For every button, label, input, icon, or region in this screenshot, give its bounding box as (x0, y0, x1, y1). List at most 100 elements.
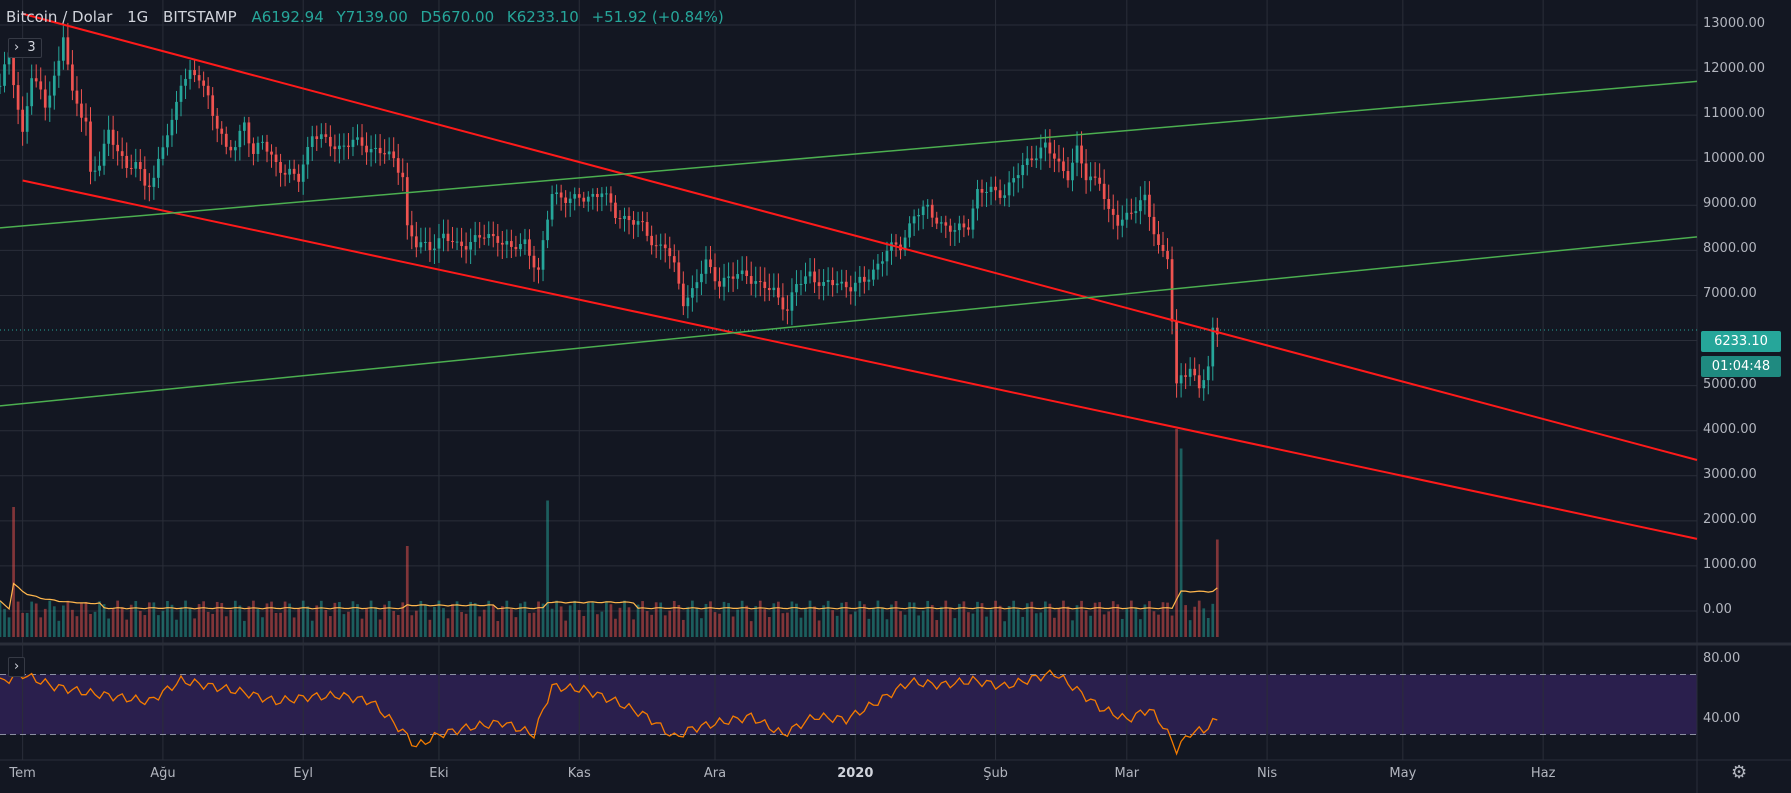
interval-label[interactable]: 1G (127, 8, 149, 26)
candle-body (908, 223, 911, 238)
candle-body (586, 196, 590, 202)
candle-body (433, 248, 436, 251)
candle-body (464, 246, 468, 250)
volume-bar (790, 601, 794, 637)
candle-body (419, 242, 423, 248)
candle-body (654, 245, 658, 247)
volume-bar (681, 619, 685, 637)
candle-body (301, 164, 305, 182)
volume-bar (727, 603, 730, 637)
time-axis-tick: Ağu (150, 766, 176, 781)
candle-body (460, 241, 463, 247)
volume-bar (473, 603, 477, 637)
candle-body (754, 281, 758, 284)
candle-body (686, 297, 690, 307)
volume-bar (7, 617, 11, 637)
candle-body (157, 158, 160, 178)
candle-body (700, 273, 703, 283)
candle-body (976, 189, 979, 209)
volume-bar (1057, 608, 1061, 637)
volume-bar (347, 611, 350, 637)
candle-body (577, 194, 581, 198)
volume-bar (125, 619, 129, 637)
volume-bar (1093, 602, 1097, 637)
volume-bar (1175, 429, 1178, 637)
candle-body (288, 168, 291, 175)
volume-bar (491, 605, 495, 637)
volume-bar (980, 603, 984, 637)
candle-body (107, 129, 110, 144)
volume-bar (808, 600, 812, 637)
symbol-name[interactable]: Bitcoin / Dolar (6, 8, 113, 26)
volume-bar (48, 600, 52, 637)
volume-bar (147, 602, 151, 637)
candle-body (822, 282, 825, 286)
volume-bar (722, 601, 726, 637)
candle-body (1179, 375, 1183, 384)
gear-icon[interactable]: ⚙ (1731, 762, 1748, 783)
candle-body (111, 129, 115, 145)
volume-bar (885, 619, 889, 637)
volume-bar (586, 602, 590, 637)
volume-bar (514, 617, 518, 637)
candle-body (1075, 145, 1079, 163)
candle-body (799, 283, 803, 285)
candle-body (84, 117, 88, 122)
candle-body (1084, 163, 1088, 181)
volume-bar (1025, 603, 1029, 637)
volume-bar (220, 602, 224, 637)
candle-body (265, 141, 269, 152)
volume-bar (1184, 605, 1187, 637)
candle-body (283, 172, 287, 175)
candle-body (930, 204, 934, 218)
price-axis-tick: 13000.00 (1703, 16, 1766, 31)
volume-bar (1003, 621, 1006, 637)
volume-bar (1193, 606, 1197, 637)
volume-bar (301, 600, 305, 637)
candle-body (853, 282, 857, 292)
volume-bar (1143, 604, 1147, 637)
volume-bar (890, 604, 893, 637)
candle-body (555, 192, 558, 195)
volume-bar (541, 603, 545, 637)
candle-body (52, 75, 56, 96)
volume-bar (328, 616, 332, 637)
candle-body (745, 270, 749, 277)
candle-body (229, 146, 233, 151)
volume-bar (1084, 610, 1088, 637)
candle-body (43, 89, 47, 108)
candle-body (691, 288, 694, 298)
candle-body (324, 134, 328, 137)
candle-body (7, 52, 11, 65)
volume-bar (853, 611, 857, 637)
candle-body (1139, 200, 1142, 212)
volume-bar (550, 608, 554, 637)
volume-bar (650, 614, 654, 637)
candle-body (152, 177, 156, 187)
candle-body (455, 241, 459, 243)
volume-bar (758, 600, 762, 637)
volume-bar (1206, 617, 1210, 637)
volume-bar (1066, 606, 1070, 637)
volume-bar (609, 604, 613, 637)
low-value: D5670.00 (420, 8, 495, 26)
volume-bar (482, 609, 486, 637)
volume-bar (80, 602, 83, 637)
rsi-pane-toggle-button[interactable]: › (8, 657, 26, 677)
volume-bar (989, 609, 993, 637)
candle-body (921, 206, 925, 216)
candle-body (351, 139, 355, 147)
candle-body (315, 136, 319, 139)
price-axis-tick: 9000.00 (1703, 196, 1757, 212)
volume-bar (188, 608, 192, 637)
candle-body (378, 147, 382, 154)
indicator-toggle-button[interactable]: › 3 (8, 38, 42, 58)
rsi-axis-tick: 40.00 (1703, 710, 1741, 726)
candle-body (962, 223, 966, 228)
candle-body (881, 261, 884, 264)
time-axis-tick: May (1389, 766, 1417, 781)
volume-bar (175, 619, 178, 637)
volume-bar (605, 601, 608, 637)
